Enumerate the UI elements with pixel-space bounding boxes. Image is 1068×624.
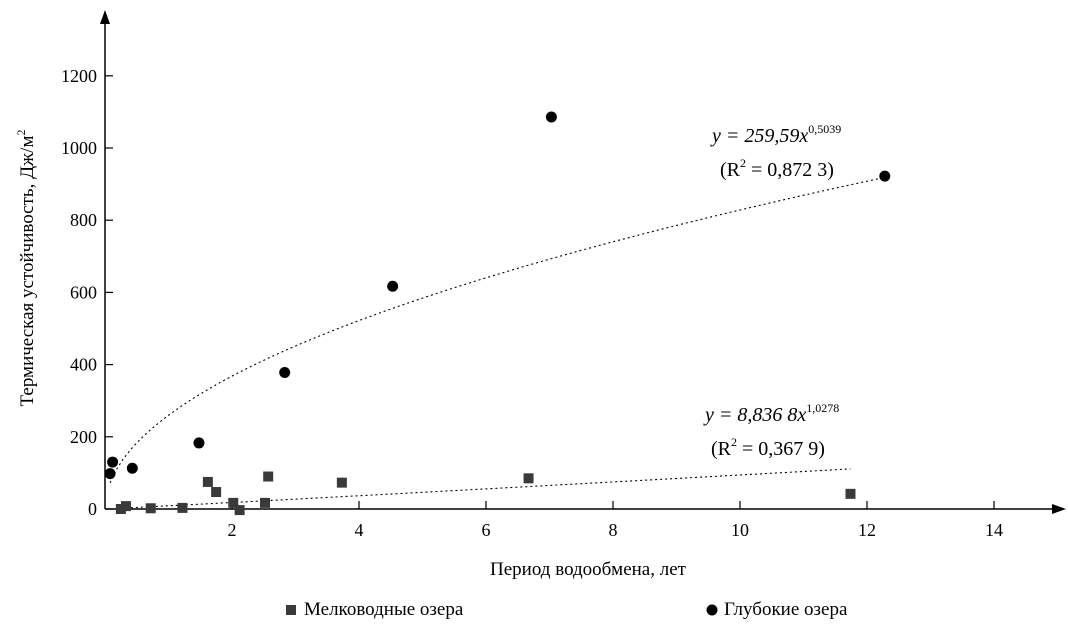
x-tick-label: 6	[482, 520, 491, 540]
trendline-0	[109, 176, 885, 483]
deep-r2-sup: 2	[740, 156, 746, 170]
x-axis-ticks: 2 4 6 8 10 12 14	[228, 501, 1003, 540]
point-shallow	[177, 502, 188, 513]
point-shallow	[211, 487, 222, 498]
point-deep	[104, 468, 116, 480]
legend-deep-label: Глубокие озера	[724, 599, 848, 620]
x-axis-label: Период водообмена, лет	[490, 559, 687, 580]
shallow-equation: y = 8,836 8x1,0278	[703, 401, 839, 426]
data-points	[104, 111, 891, 516]
point-shallow	[115, 504, 126, 514]
y-tick-label: 1000	[61, 138, 97, 158]
y-tick-label: 200	[70, 427, 97, 447]
trendlines	[109, 176, 885, 509]
y-axis-arrow	[100, 10, 110, 24]
y-tick-label: 400	[70, 355, 97, 375]
trendline-1	[120, 468, 851, 509]
point-deep	[545, 111, 557, 123]
point-deep	[126, 462, 138, 474]
point-shallow	[202, 476, 213, 487]
shallow-r2: (R2 = 0,367 9)	[711, 435, 825, 460]
deep-equation-main: y = 259,59x	[710, 125, 808, 147]
y-axis-label-sup: 2	[14, 130, 28, 136]
legend-deep-marker	[706, 604, 718, 616]
shallow-r2-sup: 2	[731, 435, 737, 449]
deep-r2-prefix: (R	[720, 159, 741, 181]
x-tick-label: 12	[858, 520, 876, 540]
legend-shallow-marker	[286, 605, 296, 615]
point-deep	[107, 456, 119, 468]
x-tick-label: 4	[355, 520, 364, 540]
x-tick-label: 8	[609, 520, 618, 540]
point-shallow	[228, 497, 239, 508]
point-shallow	[523, 473, 534, 484]
point-deep	[879, 170, 891, 182]
deep-equation-exp: 0,5039	[808, 122, 841, 136]
y-axis-ticks: 0 200 400 600 800 1000 1200	[61, 66, 113, 519]
y-tick-label: 1200	[61, 66, 97, 86]
shallow-equation-main: y = 8,836 8x	[703, 404, 806, 426]
shallow-r2-prefix: (R	[711, 438, 732, 460]
x-tick-label: 14	[985, 520, 1003, 540]
point-shallow	[234, 505, 245, 516]
y-tick-label: 0	[88, 499, 97, 519]
point-shallow	[145, 503, 156, 514]
shallow-equation-exp: 1,0278	[806, 401, 839, 415]
deep-r2-suffix: = 0,872 3)	[746, 159, 834, 181]
point-shallow	[336, 477, 347, 488]
x-axis-arrow	[1052, 504, 1066, 514]
legend-shallow-label: Мелководные озера	[304, 599, 464, 620]
point-deep	[193, 437, 205, 449]
point-shallow	[260, 497, 271, 508]
y-axis-label-text: Термическая устойчивость, Дж/м	[17, 136, 38, 407]
deep-r2: (R2 = 0,872 3)	[720, 156, 834, 181]
point-shallow	[845, 488, 856, 499]
y-axis-label: Термическая устойчивость, Дж/м2	[14, 130, 38, 407]
point-deep	[387, 280, 399, 292]
legend: Мелководные озера Глубокие озера	[286, 599, 848, 620]
point-shallow	[263, 471, 274, 482]
y-tick-label: 800	[70, 210, 97, 230]
point-deep	[279, 367, 291, 379]
point-shallow	[120, 501, 131, 512]
y-tick-label: 600	[70, 282, 97, 302]
x-tick-label: 2	[228, 520, 237, 540]
x-tick-label: 10	[731, 520, 749, 540]
deep-equation: y = 259,59x0,5039	[710, 122, 841, 147]
shallow-r2-suffix: = 0,367 9)	[737, 438, 825, 460]
